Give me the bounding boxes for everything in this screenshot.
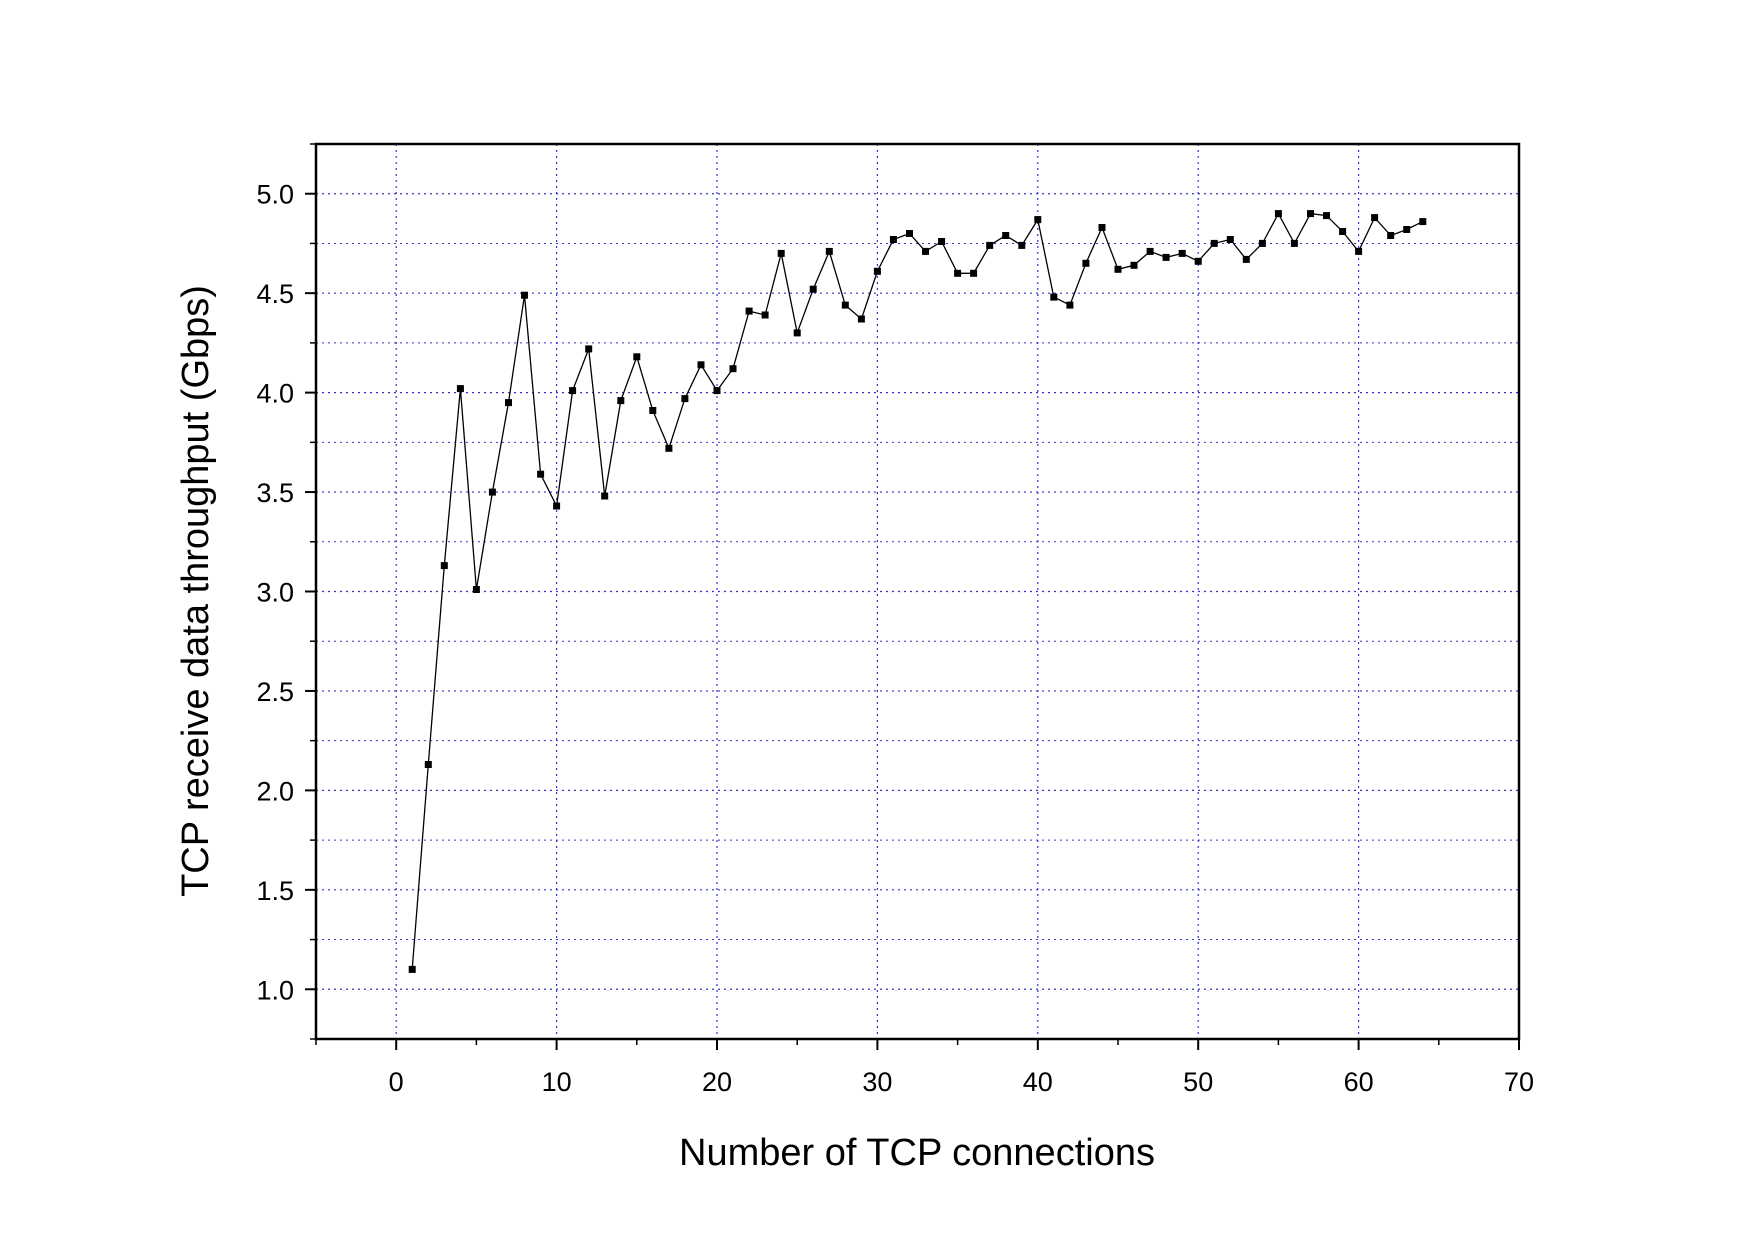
y-tick-label: 1.0 [256,975,294,1005]
data-point [1387,232,1395,239]
y-tick-label: 2.0 [256,776,294,806]
data-point [1162,253,1170,261]
data-point [665,444,673,452]
data-point [601,492,609,500]
data-point [986,241,994,249]
grid [316,144,1519,1039]
x-tick-label: 50 [1183,1067,1213,1097]
data-point [440,562,448,570]
x-tick-label: 30 [862,1067,892,1097]
data-point [1339,228,1347,235]
data-point [1210,239,1218,247]
data-point [906,230,913,237]
data-point [1323,212,1330,220]
series-layer [408,210,1427,973]
x-tick-label: 10 [542,1067,572,1097]
data-point [1226,236,1234,243]
data-point [1130,261,1138,269]
data-point [569,387,577,395]
data-point [777,249,785,257]
data-point [1050,293,1058,301]
data-point [809,285,817,293]
data-point [681,395,689,403]
data-point [873,267,881,275]
data-point [1082,259,1090,267]
data-point [857,315,865,323]
data-point [825,247,833,255]
data-point [505,399,512,407]
data-point [521,291,528,299]
data-point [729,365,737,373]
data-point [1355,247,1363,255]
data-point [1307,210,1314,218]
x-axis-label: Number of TCP connections [679,1132,1155,1174]
data-point [970,269,978,277]
data-point [585,345,593,353]
data-point [1098,224,1106,231]
y-tick-label: 4.0 [256,379,294,409]
data-point [1371,214,1379,222]
data-point [1034,216,1042,224]
y-tick-label: 5.0 [256,180,294,210]
data-point [1242,255,1250,263]
data-point [1146,247,1154,255]
data-point [713,387,721,395]
data-point [889,236,897,243]
data-point [537,470,545,478]
data-point [745,307,753,315]
data-point [408,965,416,973]
data-point [1419,218,1427,226]
axes: 0 10 20 30 40 50 60 70 1.0 1.5 2.0 2.5 3.0 3.5 4.0 4.5 5… [256,143,1534,1097]
data-point [1114,265,1122,273]
data-point [793,329,801,337]
data-point [1403,226,1411,233]
data-point [697,361,705,369]
y-tick-label: 4.5 [256,279,294,309]
data-point [1258,239,1266,247]
data-point [922,247,929,255]
data-point [649,407,657,414]
x-tick-label: 40 [1023,1067,1053,1097]
y-tick-label: 2.5 [256,677,294,707]
data-point [761,311,769,319]
x-tick-label: 70 [1504,1067,1534,1097]
y-tick-label: 1.5 [256,876,294,906]
x-tick-label: 0 [389,1067,404,1097]
y-tick-label: 3.0 [256,578,294,608]
data-point [1194,257,1202,265]
y-tick-label: 3.5 [256,478,294,508]
data-point [1066,301,1074,309]
data-point [1018,241,1026,249]
data-point [456,385,464,393]
data-point [1290,239,1298,247]
data-point [633,353,641,361]
data-point [938,238,946,245]
x-tick-label: 60 [1344,1067,1374,1097]
data-point [841,301,849,309]
data-point [472,586,480,593]
data-point [954,269,962,277]
data-point [488,488,496,496]
series-line [411,212,1424,970]
data-point [553,502,561,510]
data-point [1002,232,1010,239]
y-axis-label: TCP receive data throughput (Gbps) [175,285,217,897]
x-tick-label: 20 [702,1067,732,1097]
data-point [617,397,625,405]
data-point [1274,210,1282,218]
data-point [424,761,432,768]
data-point [1178,249,1186,257]
